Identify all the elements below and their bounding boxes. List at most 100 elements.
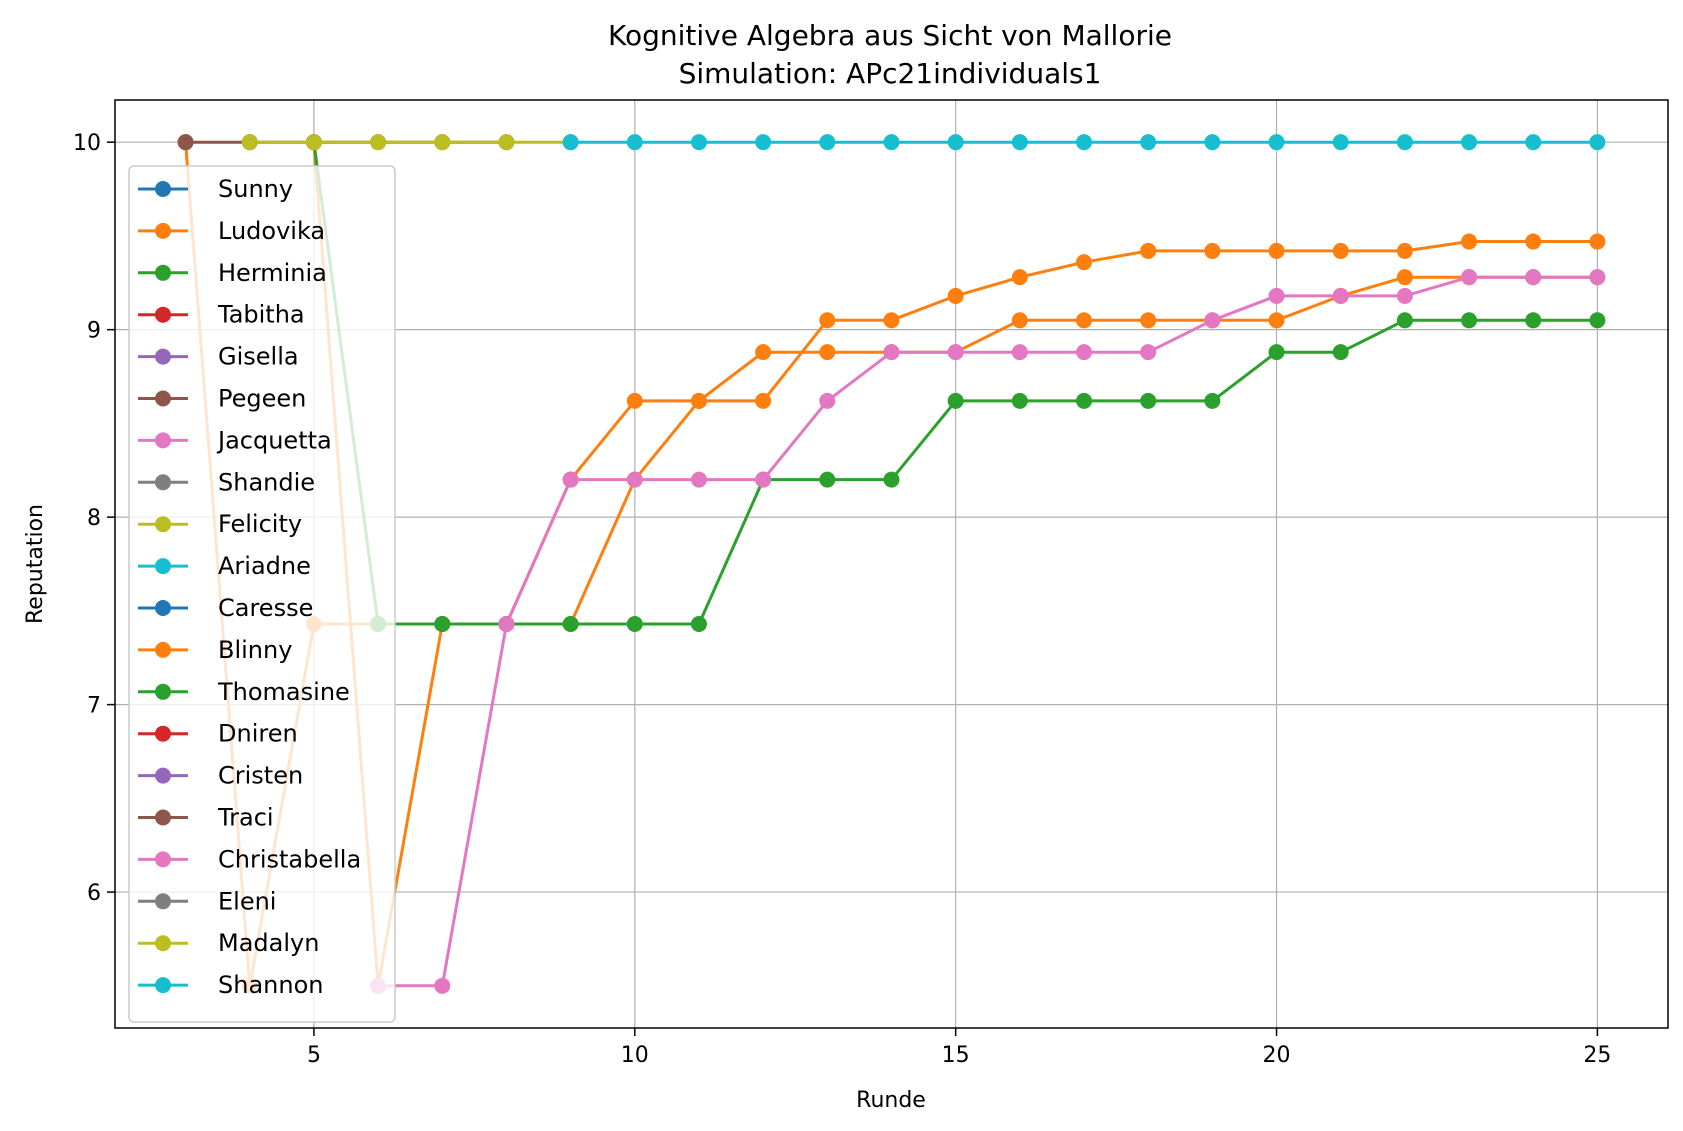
data-point-christabella xyxy=(1525,269,1542,286)
legend-label: Shandie xyxy=(218,468,315,496)
data-point-blinny xyxy=(1011,312,1028,329)
data-point-shannon xyxy=(626,134,643,151)
data-point-shannon xyxy=(1589,134,1606,151)
data-point-christabella xyxy=(1332,287,1349,304)
data-point-ludovika xyxy=(1076,254,1093,271)
legend-item-christabella: Christabella xyxy=(138,845,361,873)
data-point-christabella xyxy=(1268,287,1285,304)
data-point-christabella xyxy=(1461,269,1478,286)
data-point-thomasine xyxy=(1204,392,1221,409)
data-point-christabella xyxy=(1076,344,1093,361)
legend-swatch-marker xyxy=(155,725,171,742)
data-point-thomasine xyxy=(1525,312,1542,329)
data-point-thomasine xyxy=(1396,312,1413,329)
legend-swatch-marker xyxy=(155,600,171,616)
legend-item-cristen: Cristen xyxy=(138,762,303,790)
legend-swatch-marker xyxy=(155,935,171,952)
data-point-shannon xyxy=(755,134,772,151)
data-point-christabella xyxy=(498,615,515,632)
legend-label: Ariadne xyxy=(218,552,311,580)
data-point-blinny xyxy=(1140,312,1157,329)
y-tick-label: 8 xyxy=(87,506,101,531)
data-point-thomasine xyxy=(690,615,707,632)
legend-swatch-marker xyxy=(155,516,171,533)
legend-item-ludovika: Ludovika xyxy=(138,217,325,245)
legend-item-eleni: Eleni xyxy=(138,887,276,915)
data-point-shannon xyxy=(1140,134,1157,151)
legend-label: Traci xyxy=(217,804,274,832)
x-tick-label: 5 xyxy=(307,1043,321,1068)
data-point-ludovika xyxy=(883,312,900,329)
data-point-ludovika xyxy=(1204,242,1221,259)
data-point-blinny xyxy=(755,344,772,361)
data-point-ludovika xyxy=(755,392,772,409)
legend-label: Ludovika xyxy=(218,217,325,245)
legend-item-ariadne: Ariadne xyxy=(138,552,311,580)
data-point-shannon xyxy=(1332,134,1349,151)
legend-item-dniren: Dniren xyxy=(138,720,298,748)
x-tick-label: 15 xyxy=(942,1043,970,1068)
data-point-thomasine xyxy=(1589,312,1606,329)
legend-label: Cristen xyxy=(218,762,303,790)
legend-label: Gisella xyxy=(218,343,299,371)
legend-item-shannon: Shannon xyxy=(138,971,323,999)
legend-swatch-marker xyxy=(155,222,171,239)
y-tick-label: 10 xyxy=(73,131,101,156)
data-point-shannon xyxy=(819,134,836,151)
legend-swatch-marker xyxy=(155,348,171,365)
legend-label: Dniren xyxy=(218,720,298,748)
legend-label: Christabella xyxy=(218,845,361,873)
x-tick-label: 25 xyxy=(1583,1043,1611,1068)
legend-item-pegeen: Pegeen xyxy=(138,385,306,413)
legend-item-sunny: Sunny xyxy=(138,175,293,203)
legend-swatch-marker xyxy=(155,181,171,197)
legend-label: Thomasine xyxy=(217,678,350,706)
data-point-shannon xyxy=(947,134,964,151)
legend-swatch-marker xyxy=(155,432,171,449)
data-point-shannon xyxy=(883,134,900,151)
data-point-ludovika xyxy=(1011,269,1028,286)
data-point-shannon xyxy=(1396,134,1413,151)
legend-item-blinny: Blinny xyxy=(138,636,292,664)
data-point-thomasine xyxy=(819,471,836,488)
legend-swatch-marker xyxy=(155,641,171,658)
data-point-christabella xyxy=(947,344,964,361)
data-point-shannon xyxy=(1011,134,1028,151)
axis-ticks: 5 10 15 20 25 6 7 8 9 10 xyxy=(73,131,1611,1068)
legend-swatch-marker xyxy=(155,809,171,826)
data-point-thomasine xyxy=(1140,392,1157,409)
legend-label: Sunny xyxy=(218,175,293,203)
legend-item-herminia: Herminia xyxy=(138,259,327,287)
x-tick-label: 20 xyxy=(1263,1043,1291,1068)
data-point-ludovika xyxy=(626,392,643,409)
data-point-thomasine xyxy=(1268,344,1285,361)
data-point-ludovika xyxy=(1396,242,1413,259)
x-axis-label: Runde xyxy=(856,1088,926,1113)
data-point-christabella xyxy=(755,471,772,488)
data-point-thomasine xyxy=(1461,312,1478,329)
data-point-ludovika xyxy=(1589,233,1606,250)
legend-label: Madalyn xyxy=(218,929,319,957)
legend-item-thomasine: Thomasine xyxy=(138,678,350,706)
legend-swatch-marker xyxy=(155,683,171,700)
legend-swatch-marker xyxy=(155,558,171,575)
legend: Sunny Ludovika Herminia Tabitha Gisella Pegee… xyxy=(128,165,396,1023)
legend-label: Pegeen xyxy=(218,385,306,413)
data-point-ludovika xyxy=(1268,242,1285,259)
legend-box xyxy=(128,165,396,1023)
data-point-shannon xyxy=(1076,134,1093,151)
data-point-christabella xyxy=(1011,344,1028,361)
data-point-christabella xyxy=(883,344,900,361)
data-point-ludovika xyxy=(1461,233,1478,250)
legend-swatch-marker xyxy=(155,264,171,281)
legend-item-jacquetta: Jacquetta xyxy=(138,426,332,454)
legend-swatch-marker xyxy=(155,474,171,491)
data-point-ludovika xyxy=(819,312,836,329)
data-point-christabella xyxy=(1204,312,1221,329)
series-shannon xyxy=(562,134,1606,151)
legend-label: Caresse xyxy=(218,594,313,622)
data-point-thomasine xyxy=(883,471,900,488)
data-point-shannon xyxy=(1461,134,1478,151)
data-point-blinny xyxy=(1396,269,1413,286)
legend-swatch-marker xyxy=(155,306,171,323)
